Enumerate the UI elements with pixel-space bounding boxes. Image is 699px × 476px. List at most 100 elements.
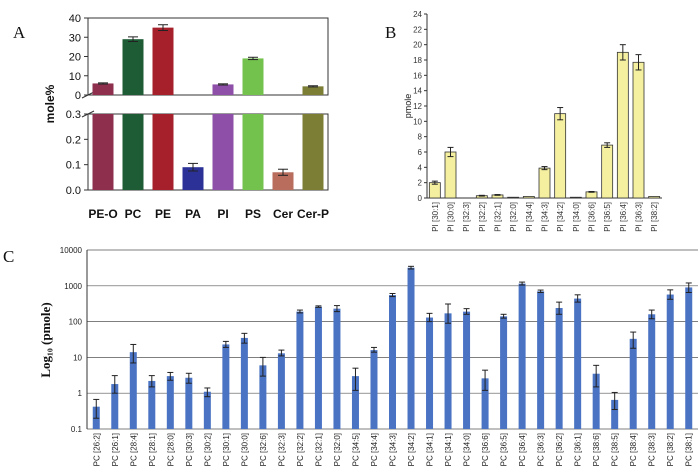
chart-b-ytick-label: 0 <box>418 194 423 203</box>
chart-c-category-label: PC [36:1] <box>574 433 583 466</box>
chart-b-ytick-label: 12 <box>413 102 422 111</box>
chart-a-ytick-label: 20 <box>69 52 81 64</box>
chart-c-category-label: PC [32:2] <box>296 433 305 466</box>
chart-c-category-label: PC [38:5] <box>611 433 620 466</box>
chart-c-category-label: PC [34:5] <box>351 433 360 466</box>
chart-c-bar <box>574 298 582 429</box>
chart-c-bar <box>148 380 156 429</box>
chart-a-category-label: PI <box>217 207 228 221</box>
chart-c-ytick-label: 10 <box>73 353 82 362</box>
chart-b-bar <box>648 196 661 199</box>
chart-c-category-label: PC [26:1] <box>111 433 120 466</box>
chart-c-category-label: PC [32:0] <box>333 433 342 466</box>
chart-c-bar <box>333 308 341 429</box>
chart-a-bar <box>182 167 204 190</box>
chart-b-bar <box>538 167 551 199</box>
chart-c-bar <box>592 373 600 429</box>
chart-c-category-label: PC [30:3] <box>185 433 194 466</box>
chart-b-ytick-label: 10 <box>413 117 422 126</box>
chart-a-ylabel: mole% <box>43 84 57 123</box>
chart-b-bar <box>601 144 614 199</box>
chart-a-bar <box>152 114 174 190</box>
chart-c-category-label: PC [36:3] <box>537 433 546 466</box>
chart-c-bar <box>500 316 508 429</box>
chart-a-ytick-label: 10 <box>69 71 81 83</box>
chart-c-bar <box>463 311 471 429</box>
panel-label-a: A <box>13 23 26 42</box>
chart-a-ytick-label: 30 <box>69 32 81 44</box>
chart-b-ylabel: pmole <box>403 94 413 119</box>
chart-c-bar <box>444 313 452 429</box>
chart-c-bar <box>555 307 563 429</box>
chart-c-category-label: PC [36:5] <box>500 433 509 466</box>
chart-b-ytick-label: 14 <box>413 87 422 96</box>
chart-c-bar <box>296 311 304 429</box>
chart-b-category-label: PI [36:5] <box>603 202 612 232</box>
chart-c-bar <box>426 317 434 429</box>
chart-b-category-label: PI [34:4] <box>525 202 534 232</box>
chart-c-ytick-label: 100 <box>69 318 83 327</box>
chart-a-bar <box>92 114 114 190</box>
chart-c-category-label: PC [34:1] <box>444 433 453 466</box>
chart-a-bar <box>302 86 324 95</box>
chart-b-ytick-label: 2 <box>418 179 423 188</box>
chart-a-bar <box>92 83 114 95</box>
chart-b-category-label: PI [34:3] <box>541 202 550 232</box>
chart-c-category-label: PC [38:2] <box>666 433 675 466</box>
chart-c-category-label: PC [36:2] <box>555 433 564 466</box>
chart-c-category-label: PC [30:1] <box>222 433 231 466</box>
chart-c-bar <box>370 350 378 429</box>
chart-b-category-label: PI [36:4] <box>619 202 628 232</box>
chart-c-category-label: PC [26:2] <box>92 433 101 466</box>
chart-a-category-label: Cer-P <box>297 207 329 221</box>
chart-a-category-label: PE-O <box>88 207 117 221</box>
chart-c-bar <box>611 399 619 429</box>
chart-b-ytick-label: 8 <box>418 133 423 142</box>
chart-b-category-label: PI [36:6] <box>588 202 597 232</box>
chart-a-frame-lower <box>87 113 329 191</box>
panel-label-c: C <box>3 247 14 266</box>
chart-c-category-label: PC [36:6] <box>481 433 490 466</box>
chart-c-category-label: PC [38:4] <box>629 433 638 466</box>
chart-c-ytick-label: 1 <box>78 389 83 398</box>
chart-c-ytick-label: 0.1 <box>71 425 83 434</box>
chart-b-ytick-label: 18 <box>413 56 422 65</box>
chart-a-ytick-label: 0.3 <box>66 109 81 121</box>
chart-c-bar <box>648 314 656 429</box>
chart-a-ytick-label: 0.2 <box>66 134 81 146</box>
chart-b-category-label: PI [36:3] <box>635 202 644 232</box>
chart-b-category-label: PI [32:1] <box>494 202 503 232</box>
chart-c-bar <box>351 376 359 429</box>
chart-a-category-label: PC <box>125 207 142 221</box>
chart-b-ytick-label: 20 <box>413 41 422 50</box>
chart-c-category-label: PC [34:2] <box>407 433 416 466</box>
chart-c-bar <box>129 352 137 429</box>
chart-a-bar <box>272 172 294 190</box>
chart-a-ytick-label: 40 <box>69 13 81 25</box>
chart-b-ytick-label: 6 <box>418 148 423 157</box>
chart-c-bar <box>481 378 489 429</box>
panel-label-b: B <box>385 23 396 42</box>
chart-b-bar <box>585 191 598 199</box>
chart-b-ytick-label: 22 <box>413 25 422 34</box>
chart-c-category-label: PC [36:4] <box>518 433 527 466</box>
chart-b-ytick-label: 24 <box>413 10 422 19</box>
chart-c-category-label: PC [38:1] <box>685 433 694 466</box>
chart-a-category-label: Cer <box>273 207 293 221</box>
chart-c-category-label: PC [38:6] <box>592 433 601 466</box>
chart-b-bar <box>522 196 535 199</box>
chart-b-category-label: PI [32:3] <box>462 202 471 232</box>
chart-a-category-label: PE <box>155 207 171 221</box>
chart-c-bar <box>537 291 545 429</box>
chart-b-bar <box>569 196 582 199</box>
chart-b-ytick-label: 16 <box>413 71 422 80</box>
chart-c-category-label: PC [32:1] <box>314 433 323 466</box>
chart-c-bar <box>277 353 285 429</box>
chart-b-category-label: PI [34:2] <box>556 202 565 232</box>
chart-b-category-label: PI [30:0] <box>447 202 456 232</box>
chart-a-bar <box>212 84 234 95</box>
chart-c-bar <box>240 337 248 429</box>
chart-a-category-label: PA <box>185 207 201 221</box>
